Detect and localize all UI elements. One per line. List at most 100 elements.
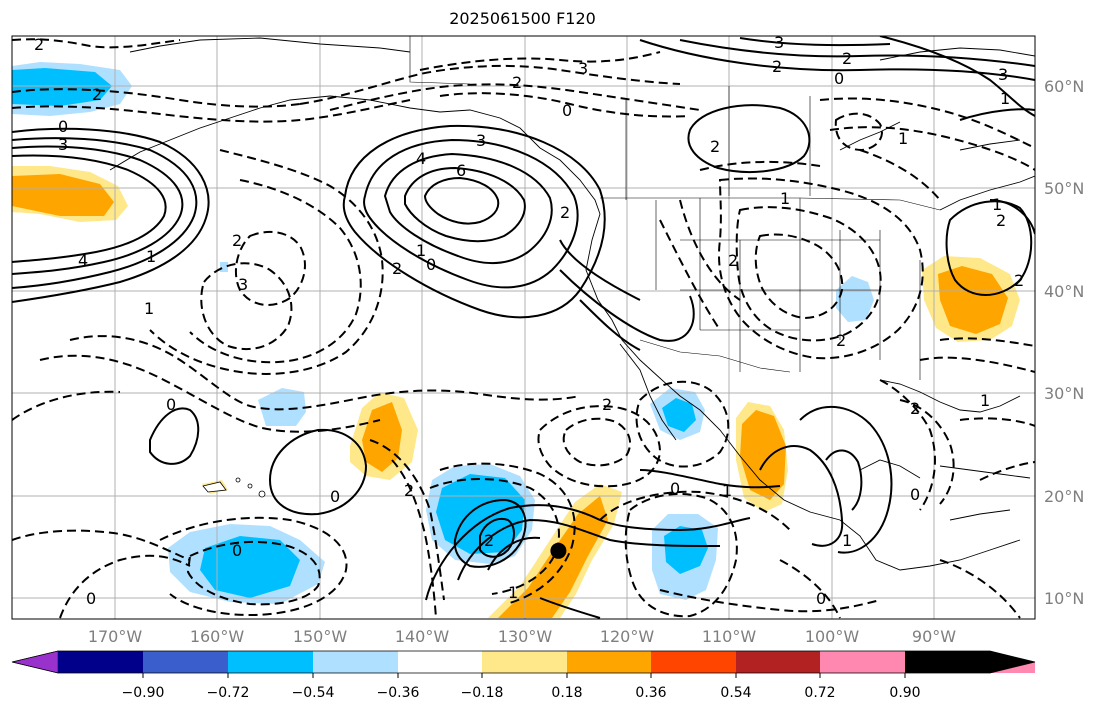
map-frame bbox=[11, 35, 1036, 620]
contour-label: 1 bbox=[780, 189, 790, 208]
contour-label: 1 bbox=[1000, 89, 1010, 108]
lon-label: 100°W bbox=[805, 627, 860, 646]
hawaiian-islands bbox=[202, 477, 266, 498]
colorbar-tick-label: −0.36 bbox=[377, 685, 420, 701]
longitude-labels: 170°W 160°W 150°W 140°W 130°W 120°W 110°… bbox=[88, 627, 956, 646]
contour-label: 1 bbox=[992, 195, 1002, 214]
contour-label: 2 bbox=[1014, 271, 1024, 290]
colorbar-segment bbox=[313, 651, 398, 673]
contour-label: 3 bbox=[238, 275, 248, 294]
neg-anomaly-southmx-core bbox=[664, 526, 708, 574]
contour-label: 0 bbox=[232, 541, 242, 560]
colorbar-tick-label: 0.72 bbox=[804, 685, 835, 701]
contour-label: 1 bbox=[508, 583, 518, 602]
colorbar-segment bbox=[736, 651, 820, 673]
contour-label: 3 bbox=[58, 135, 68, 154]
lon-label: 120°W bbox=[600, 627, 655, 646]
latitude-labels: 60°N 50°N 40°N 30°N 20°N 10°N bbox=[1044, 77, 1084, 608]
lat-label: 10°N bbox=[1044, 589, 1084, 608]
lon-label: 170°W bbox=[88, 627, 143, 646]
neg-anomaly-mid bbox=[258, 388, 306, 426]
contours-positive bbox=[12, 36, 1035, 619]
colorbar-segment bbox=[651, 651, 736, 673]
contour-label: 2 bbox=[232, 231, 242, 250]
contour-label: 6 bbox=[456, 161, 466, 180]
colorbar: −0.90 −0.72 −0.54 −0.36 −0.18 0.18 0.36 … bbox=[11, 650, 1036, 701]
contour-label: 3 bbox=[578, 59, 588, 78]
contour-label: 2 bbox=[910, 399, 920, 418]
colorbar-segment bbox=[567, 651, 651, 673]
colorbar-segment bbox=[228, 651, 313, 673]
colorbar-segment bbox=[482, 651, 567, 673]
contour-label: 1 bbox=[898, 129, 908, 148]
contour-label: 3 bbox=[476, 131, 486, 150]
coastlines bbox=[109, 37, 1035, 571]
contour-label: 1 bbox=[842, 531, 852, 550]
contour-label: 0 bbox=[562, 101, 572, 120]
map-title: 2025061500 F120 bbox=[449, 9, 596, 28]
contours-negative bbox=[12, 38, 1035, 619]
lat-label: 60°N bbox=[1044, 77, 1084, 96]
contour-label: 0 bbox=[670, 479, 680, 498]
colorbar-tick-label: 0.90 bbox=[889, 685, 920, 701]
contour-label: 2 bbox=[842, 49, 852, 68]
pos-anomaly-mexico-core bbox=[740, 410, 786, 500]
pos-anomaly-ohio-core bbox=[938, 266, 1008, 334]
contour-label: 2 bbox=[772, 57, 782, 76]
contour-label: 2 bbox=[392, 259, 402, 278]
contour-label: 0 bbox=[166, 395, 176, 414]
contour-label: 2 bbox=[710, 137, 720, 156]
lat-label: 20°N bbox=[1044, 487, 1084, 506]
contour-label: 2 bbox=[836, 331, 846, 350]
neg-anomaly-baja-core bbox=[662, 398, 696, 432]
colorbar-segment bbox=[398, 651, 482, 673]
contour-label: 0 bbox=[330, 487, 340, 506]
contour-label: 2 bbox=[404, 481, 414, 500]
colorbar-segment bbox=[58, 651, 143, 673]
contour-label: 2 bbox=[512, 73, 522, 92]
contour-label: 2 bbox=[560, 203, 570, 222]
contour-label: 1 bbox=[146, 247, 156, 266]
contour-label: 2 bbox=[996, 211, 1006, 230]
contour-label: 0 bbox=[834, 69, 844, 88]
colorbar-tick-label: 0.18 bbox=[551, 685, 582, 701]
contour-label: 3 bbox=[998, 65, 1008, 84]
pos-anomaly-westpac-core bbox=[12, 174, 114, 216]
contour-label: 3 bbox=[774, 33, 784, 52]
lat-label: 40°N bbox=[1044, 282, 1084, 301]
colorbar-tick-label: 0.54 bbox=[720, 685, 751, 701]
contour-label: 0 bbox=[910, 485, 920, 504]
lon-label: 110°W bbox=[702, 627, 757, 646]
lon-label: 150°W bbox=[293, 627, 348, 646]
neg-anomaly-alaska-core bbox=[12, 68, 112, 106]
contour-label: 1 bbox=[980, 391, 990, 410]
neg-anomaly-plains bbox=[836, 276, 874, 322]
colorbar-segment bbox=[905, 651, 1035, 673]
pos-anomaly-midpac-core bbox=[362, 402, 402, 472]
map-content: 2 0 3 4 1 1 2 3 2 3 6 4 3 0 2 2 1 0 2 2 … bbox=[12, 33, 1035, 619]
political-borders bbox=[409, 36, 941, 380]
colorbar-tick-label: 0.36 bbox=[635, 685, 666, 701]
contour-label: 0 bbox=[426, 255, 436, 274]
contour-label: 4 bbox=[78, 251, 88, 270]
contour-label: 1 bbox=[416, 241, 426, 260]
contour-label: 0 bbox=[58, 117, 68, 136]
colorbar-tick-label: −0.90 bbox=[122, 685, 165, 701]
contour-label: 2 bbox=[602, 395, 612, 414]
contour-label: 2 bbox=[92, 85, 102, 104]
colorbar-ticks bbox=[142, 673, 906, 678]
contour-label: 4 bbox=[416, 149, 426, 168]
contour-label: 1 bbox=[722, 481, 732, 500]
lon-label: 160°W bbox=[190, 627, 245, 646]
lat-label: 50°N bbox=[1044, 179, 1084, 198]
contour-label: 2 bbox=[728, 251, 738, 270]
contour-labels: 2 0 3 4 1 1 2 3 2 3 6 4 3 0 2 2 1 0 2 2 … bbox=[34, 33, 1024, 608]
colorbar-tick-label: −0.18 bbox=[461, 685, 504, 701]
contour-label: 2 bbox=[484, 531, 494, 550]
colorbar-segment bbox=[143, 651, 228, 673]
contour-label: 2 bbox=[34, 35, 44, 54]
contour-label: 0 bbox=[816, 589, 826, 608]
lon-label: 130°W bbox=[498, 627, 553, 646]
colorbar-tick-label: −0.54 bbox=[292, 685, 335, 701]
